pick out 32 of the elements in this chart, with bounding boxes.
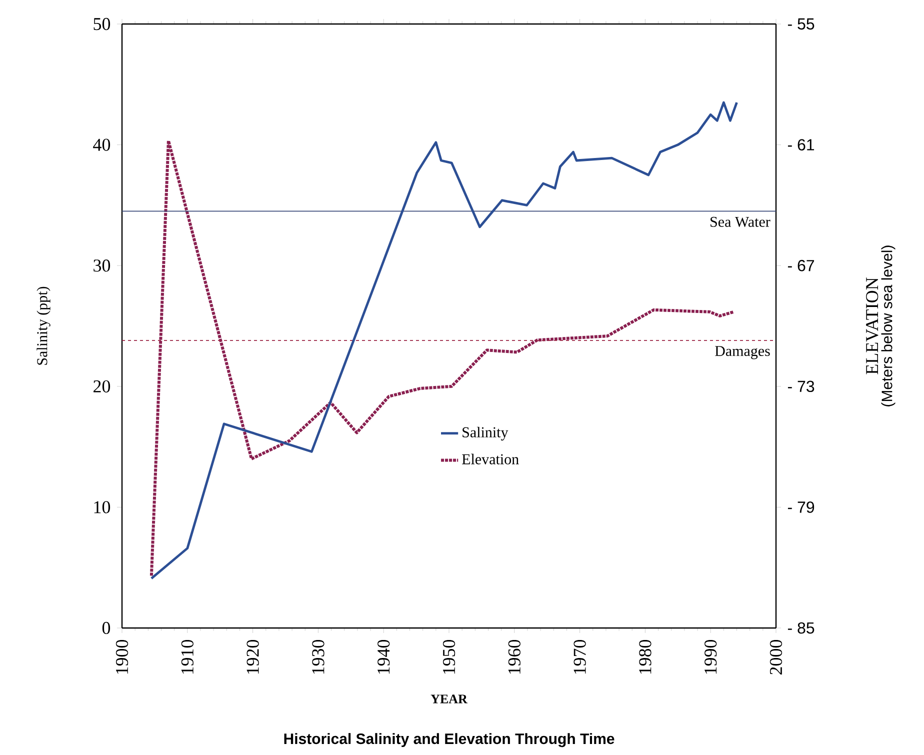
text: (Meters below sea level) <box>881 246 896 406</box>
x-tick-label: 2000 <box>770 640 782 674</box>
x-tick-label: 1950 <box>442 640 456 674</box>
y-tick-label: 0 <box>102 622 110 634</box>
y2-tick-label: - 73 <box>788 380 814 392</box>
x-tick-label: 1970 <box>574 640 586 674</box>
text: Historical Salinity and Elevation Through Time <box>284 733 614 748</box>
x-tick-label: 1930 <box>312 640 324 674</box>
x-tick-label: 1940 <box>378 640 390 674</box>
x-tick-label: 1990 <box>704 640 717 674</box>
x-tick-label: 1900 <box>116 640 128 674</box>
y-tick-label: 10 <box>94 501 110 514</box>
y-axis-title: Salinity (ppt) <box>36 286 50 365</box>
ref-line-label: Sea Water <box>710 216 770 227</box>
legend-label: Salinity <box>462 426 508 440</box>
ref-line-label: Damages <box>715 346 770 360</box>
y-tick-label: 20 <box>94 380 110 392</box>
y-tick-label: 30 <box>94 260 110 272</box>
x-tick-label: 1910 <box>181 640 194 674</box>
y2-tick-label: - 79 <box>788 502 814 513</box>
y-tick-label: 50 <box>94 18 110 30</box>
x-tick-label: 1980 <box>639 640 652 674</box>
y2-tick-label: - 55 <box>788 18 814 30</box>
y2-axis-title: ELEVATION <box>866 278 878 374</box>
y2-tick-label: - 61 <box>788 139 814 150</box>
y2-tick-label: - 85 <box>788 622 814 634</box>
x-axis-title: YEAR <box>430 694 468 704</box>
x-tick-label: 1920 <box>246 640 259 674</box>
y2-tick-label: - 67 <box>788 260 814 272</box>
y-tick-label: 40 <box>93 138 110 151</box>
x-tick-label: 1960 <box>508 640 520 674</box>
legend-label: Elevation <box>462 454 519 464</box>
